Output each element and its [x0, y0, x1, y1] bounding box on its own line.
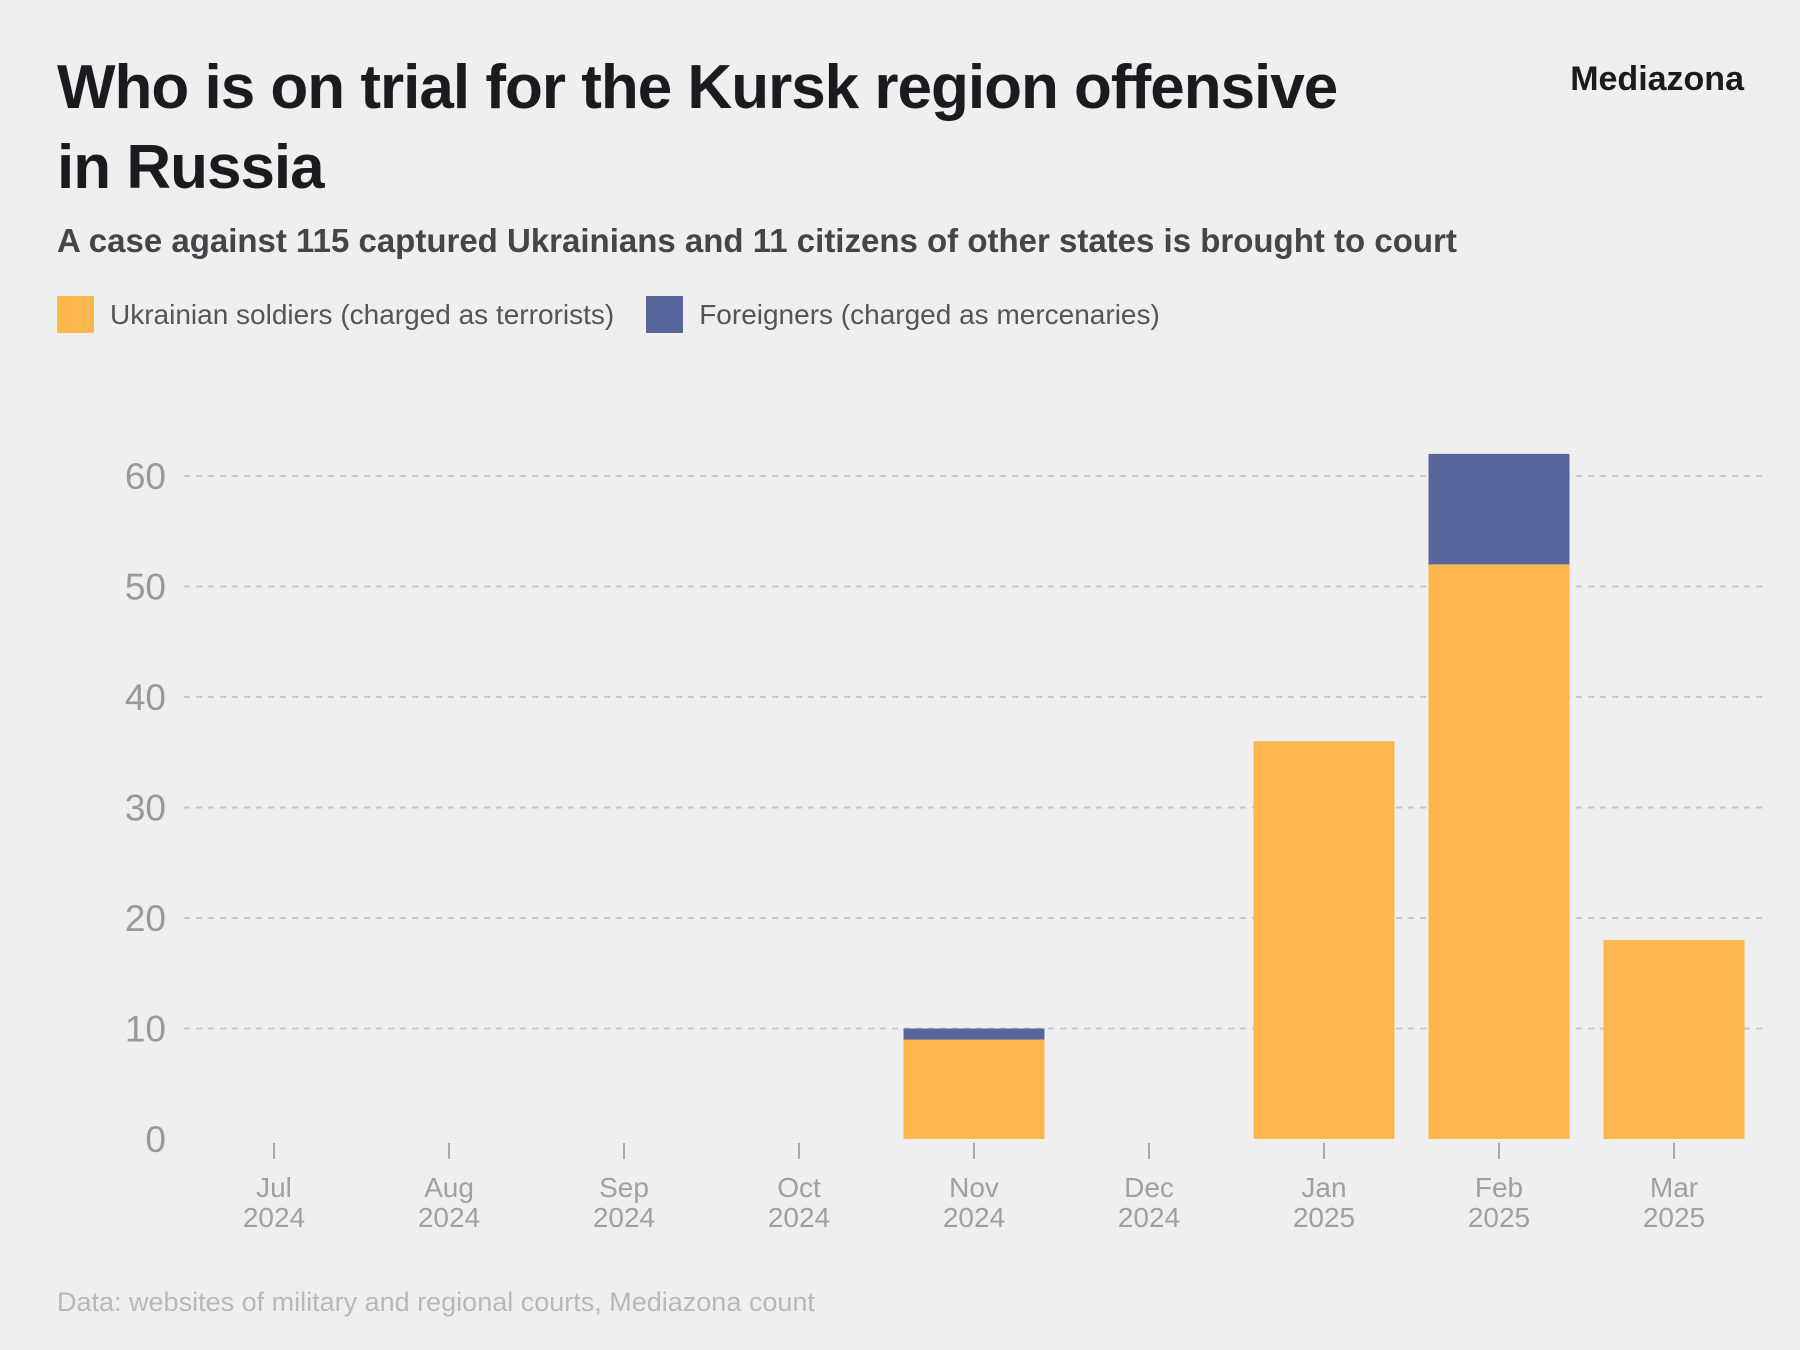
x-tick-label-year: 2024	[943, 1202, 1005, 1233]
x-tick-label-month: Feb	[1475, 1172, 1523, 1203]
chart-title: Who is on trial for the Kursk region off…	[57, 53, 1338, 202]
x-tick-label-year: 2025	[1468, 1202, 1530, 1233]
x-tick-label-month: Nov	[949, 1172, 999, 1203]
x-tick-label-year: 2024	[593, 1202, 655, 1233]
x-tick-label-year: 2024	[243, 1202, 305, 1233]
bar-ukrainian-jan	[1253, 741, 1395, 1139]
x-tick-label-month: Mar	[1650, 1172, 1698, 1203]
legend-swatch-foreigners	[646, 296, 684, 333]
x-tick-label-year: 2024	[768, 1202, 830, 1233]
y-tick-label: 40	[125, 677, 166, 718]
y-tick-label: 60	[125, 456, 166, 497]
x-tick-label-month: Aug	[424, 1172, 474, 1203]
x-tick-label-year: 2024	[418, 1202, 480, 1233]
legend-swatch-ukrainian	[57, 296, 94, 333]
bar-foreigners-nov	[903, 1028, 1045, 1040]
source-note: Data: websites of military and regional …	[57, 1287, 815, 1317]
x-tick-label-month: Dec	[1124, 1172, 1174, 1203]
y-tick-label: 30	[125, 788, 166, 829]
legend-item-ukrainian: Ukrainian soldiers (charged as terrorist…	[57, 296, 614, 333]
bar-ukrainian-feb	[1428, 564, 1570, 1139]
y-tick-label: 50	[125, 567, 166, 608]
x-tick-label-month: Jul	[256, 1172, 292, 1203]
x-tick-label-month: Oct	[777, 1172, 821, 1203]
x-tick-label-month: Sep	[599, 1172, 649, 1203]
x-tick-label-year: 2025	[1293, 1202, 1355, 1233]
bar-ukrainian-mar	[1603, 940, 1745, 1139]
bar-ukrainian-nov	[903, 1039, 1045, 1139]
legend-label: Foreigners (charged as mercenaries)	[699, 298, 1160, 330]
legend-label: Ukrainian soldiers (charged as terrorist…	[110, 298, 615, 330]
x-tick-label-year: 2024	[1118, 1202, 1180, 1233]
legend: Ukrainian soldiers (charged as terrorist…	[57, 296, 1192, 333]
y-tick-label: 20	[125, 898, 166, 939]
legend-item-foreigners: Foreigners (charged as mercenaries)	[646, 296, 1160, 333]
chart-subtitle: A case against 115 captured Ukrainians a…	[57, 222, 1457, 259]
x-tick-label-year: 2025	[1643, 1202, 1705, 1233]
y-tick-label: 0	[145, 1119, 166, 1160]
bar-foreigners-feb	[1428, 453, 1570, 565]
brand-logo: Mediazona	[1570, 60, 1744, 98]
x-tick-label-month: Jan	[1301, 1172, 1346, 1203]
y-tick-label: 10	[125, 1009, 166, 1050]
